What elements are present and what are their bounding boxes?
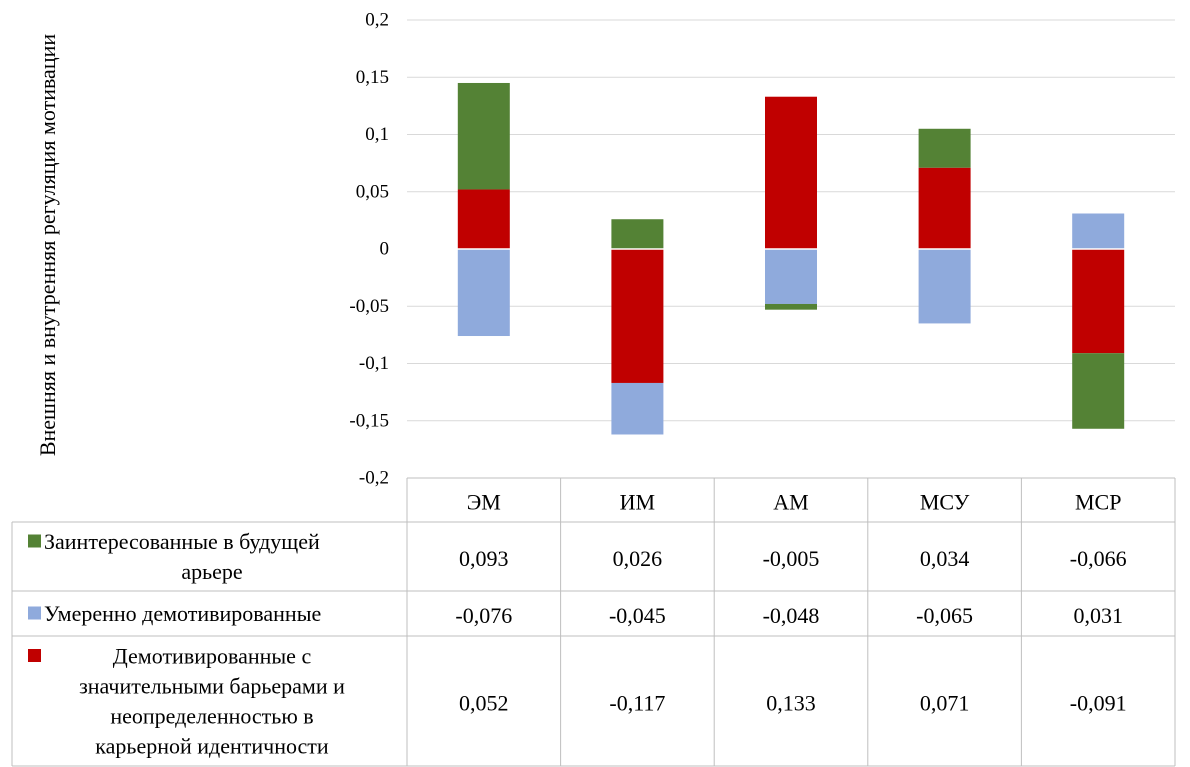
bar-segment — [611, 249, 664, 383]
data-label: -0,066 — [1070, 546, 1127, 571]
y-tick-label: -0,05 — [349, 296, 389, 317]
data-label: 0,026 — [613, 546, 663, 571]
data-label: 0,133 — [766, 691, 816, 716]
bar-segment — [918, 249, 971, 324]
y-tick-label: 0,15 — [356, 67, 389, 88]
bar-segment — [611, 382, 664, 435]
bar-segment — [1072, 249, 1125, 354]
data-label: -0,045 — [609, 603, 666, 628]
data-label: 0,034 — [920, 546, 970, 571]
bar-segment — [457, 249, 510, 337]
bar-segment — [457, 82, 510, 190]
legend-label: Умеренно демотивированные — [44, 601, 321, 626]
data-label: -0,065 — [916, 603, 973, 628]
data-label: -0,048 — [763, 603, 820, 628]
bar-segment — [918, 128, 971, 168]
y-tick-label: -0,2 — [359, 468, 389, 489]
bar-segment — [765, 249, 817, 304]
data-label: -0,005 — [763, 546, 820, 571]
legend-key — [28, 649, 41, 662]
legend-label: неопределенностью в — [110, 704, 313, 729]
bar-segment — [457, 189, 510, 249]
data-label: 0,031 — [1073, 603, 1123, 628]
category-label: ИМ — [620, 490, 655, 515]
bar-segment — [765, 96, 817, 249]
y-tick-label: -0,15 — [349, 410, 389, 431]
legend-label: арьере — [181, 559, 242, 584]
legend-key — [28, 606, 41, 620]
data-label: 0,093 — [459, 546, 509, 571]
legend-label: Заинтересованные в будущей — [44, 529, 320, 554]
data-label: -0,076 — [455, 603, 512, 628]
data-label: 0,052 — [459, 691, 509, 716]
data-label: 0,071 — [920, 691, 970, 716]
bar-segment — [918, 167, 971, 249]
legend-label: Демотивированные с — [113, 644, 312, 669]
bar-segment — [1072, 353, 1125, 429]
y-tick-label: 0,2 — [365, 10, 389, 31]
bar-segment — [1072, 213, 1125, 249]
y-tick-label: 0,1 — [365, 124, 389, 145]
category-label: АМ — [773, 490, 808, 515]
legend-key — [28, 534, 41, 548]
bar-segment — [611, 219, 664, 249]
bar-segment — [765, 303, 817, 310]
category-label: ЭМ — [467, 490, 501, 515]
data-label: -0,091 — [1070, 691, 1127, 716]
y-tick-label: 0 — [380, 239, 390, 260]
category-label: МСУ — [920, 490, 970, 515]
y-tick-label: -0,1 — [359, 353, 389, 374]
legend-label: карьерной идентичности — [95, 734, 329, 759]
data-label: -0,117 — [609, 691, 665, 716]
category-label: МСР — [1075, 490, 1121, 515]
y-tick-label: 0,05 — [356, 181, 389, 202]
legend-label: значительными барьерами и — [79, 674, 345, 699]
